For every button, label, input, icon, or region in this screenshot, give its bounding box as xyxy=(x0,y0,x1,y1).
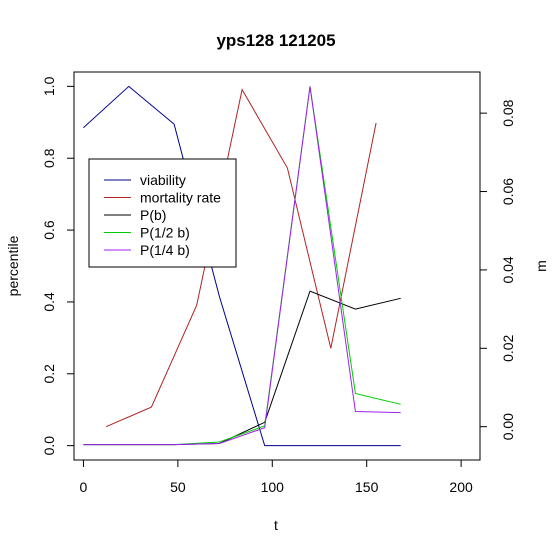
y-tick-label: 0.0 xyxy=(41,436,57,456)
chart-title: yps128 121205 xyxy=(216,31,335,50)
x-axis: 0 50 100 150 200 xyxy=(80,459,473,495)
y-axis-right: 0.00 0.02 0.04 0.06 0.08 xyxy=(479,99,516,440)
x-tick-label: 150 xyxy=(355,479,379,495)
legend-label-viability: viability xyxy=(140,172,186,188)
y2-tick-label: 0.02 xyxy=(500,334,516,361)
y2-axis-label: m xyxy=(533,260,549,272)
series-line-viability xyxy=(83,85,401,447)
y-tick-label: 1.0 xyxy=(41,76,57,96)
y2-tick-label: 0.06 xyxy=(500,178,516,205)
legend-label-p-b: P(b) xyxy=(140,207,166,223)
x-tick-label: 0 xyxy=(80,479,88,495)
legend-box xyxy=(88,158,237,268)
series-layer xyxy=(83,85,401,447)
x-axis-label: t xyxy=(274,517,278,533)
y2-tick-label: 0.08 xyxy=(500,99,516,126)
y-axis-left: 0.0 0.2 0.4 0.6 0.8 1.0 xyxy=(41,76,75,456)
series-line-mortality-rate xyxy=(105,88,377,428)
y-tick-label: 0.4 xyxy=(41,292,57,312)
y-tick-label: 0.2 xyxy=(41,364,57,384)
y-tick-label: 0.6 xyxy=(41,220,57,240)
series-line-p-1-4-b xyxy=(83,86,401,446)
series-line-p-b xyxy=(83,290,401,446)
y-tick-label: 0.8 xyxy=(41,148,57,168)
x-tick-label: 50 xyxy=(170,479,186,495)
x-tick-label: 100 xyxy=(261,479,285,495)
y2-tick-label: 0.04 xyxy=(500,256,516,283)
legend-label-mortality-rate: mortality rate xyxy=(140,190,221,206)
legend-label-p-1-2-b: P(1/2 b) xyxy=(140,225,190,241)
y-axis-label: percentile xyxy=(5,235,21,296)
y2-tick-label: 0.00 xyxy=(500,413,516,440)
legend-label-p-1-4-b: P(1/4 b) xyxy=(140,242,190,258)
x-tick-label: 200 xyxy=(449,479,473,495)
